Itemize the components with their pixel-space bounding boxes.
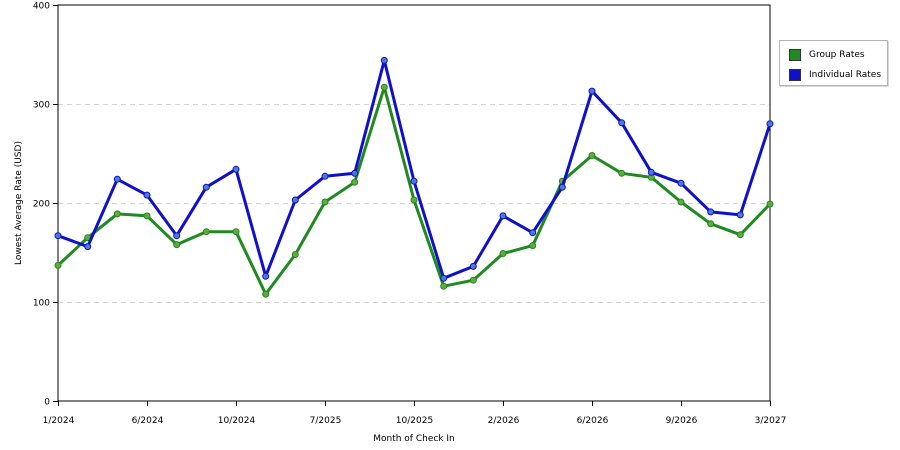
data-point: [380, 56, 388, 64]
data-point: [173, 232, 181, 240]
data-point: [766, 200, 774, 208]
data-point: [618, 169, 626, 177]
data-point: [380, 83, 388, 91]
data-point: [291, 251, 299, 258]
series-individual-rates: [54, 56, 774, 282]
data-point: [558, 183, 566, 191]
data-point: [618, 119, 626, 127]
data-point: [499, 212, 507, 220]
data-point: [202, 183, 210, 191]
x-tick-label: 6/2026: [577, 416, 609, 426]
data-point: [588, 87, 596, 95]
legend-item-individual: Individual Rates: [789, 68, 881, 82]
data-point: [707, 220, 715, 228]
data-point: [113, 210, 121, 218]
series-line: [56, 85, 772, 296]
x-tick-label: 9/2026: [666, 416, 698, 426]
x-tick-label: 6/2024: [132, 416, 164, 426]
data-point: [440, 274, 448, 282]
y-tick-label: 400: [33, 2, 50, 12]
data-point: [766, 120, 774, 128]
y-tick-label: 300: [33, 101, 50, 111]
data-point: [469, 262, 477, 270]
data-point: [113, 175, 121, 183]
x-tick-label: 10/2024: [218, 416, 256, 426]
data-point: [677, 198, 685, 206]
data-point: [143, 212, 151, 220]
x-tick-label: 10/2025: [396, 416, 433, 426]
data-point: [736, 231, 744, 239]
data-point: [54, 232, 62, 240]
legend-label-individual: Individual Rates: [809, 70, 882, 80]
axes: 0 100 200 300 400 1/2024 6/2024 10/2024 7/2025 10…: [33, 2, 787, 427]
x-axis-label: Month of Check In: [373, 434, 455, 444]
data-point: [410, 177, 418, 185]
data-point: [202, 228, 210, 236]
data-point: [173, 241, 181, 249]
data-point: [321, 198, 329, 206]
series-group-rates: [54, 83, 774, 298]
data-point: [410, 196, 418, 204]
data-point: [440, 282, 448, 290]
legend-item-group: Group Rates: [789, 48, 865, 62]
data-point: [677, 179, 685, 187]
data-point: [143, 191, 151, 199]
data-point: [232, 228, 240, 236]
y-axis-label: Lowest Average Rate (USD): [14, 141, 24, 265]
data-point: [499, 250, 507, 257]
data-point: [529, 242, 537, 250]
data-point: [647, 168, 655, 176]
data-point: [262, 272, 270, 280]
legend-label-group: Group Rates: [809, 50, 865, 60]
y-tick-label: 200: [33, 200, 50, 210]
data-point: [529, 229, 537, 237]
y-tick-label: 100: [33, 299, 50, 309]
x-tick-label: 7/2025: [310, 416, 342, 426]
data-point: [291, 196, 299, 204]
x-tick-label: 2/2026: [488, 416, 520, 426]
legend: Group Rates Individual Rates: [779, 40, 888, 86]
data-point: [351, 178, 359, 186]
data-point: [321, 172, 329, 180]
y-tick-label: 0: [44, 398, 50, 408]
data-point: [469, 276, 477, 284]
data-point: [84, 243, 92, 251]
x-tick-label: 3/2027: [755, 416, 787, 426]
series-line: [57, 58, 772, 280]
data-point: [588, 152, 596, 159]
legend-swatch-group: [789, 49, 801, 61]
data-point: [54, 261, 62, 269]
data-point: [736, 211, 744, 219]
data-point: [232, 165, 240, 173]
data-point: [351, 169, 359, 177]
x-tick-label: 1/2024: [43, 416, 75, 426]
data-point: [707, 208, 715, 216]
data-point: [262, 290, 270, 298]
series: [54, 56, 774, 298]
legend-swatch-individual: [789, 69, 801, 81]
